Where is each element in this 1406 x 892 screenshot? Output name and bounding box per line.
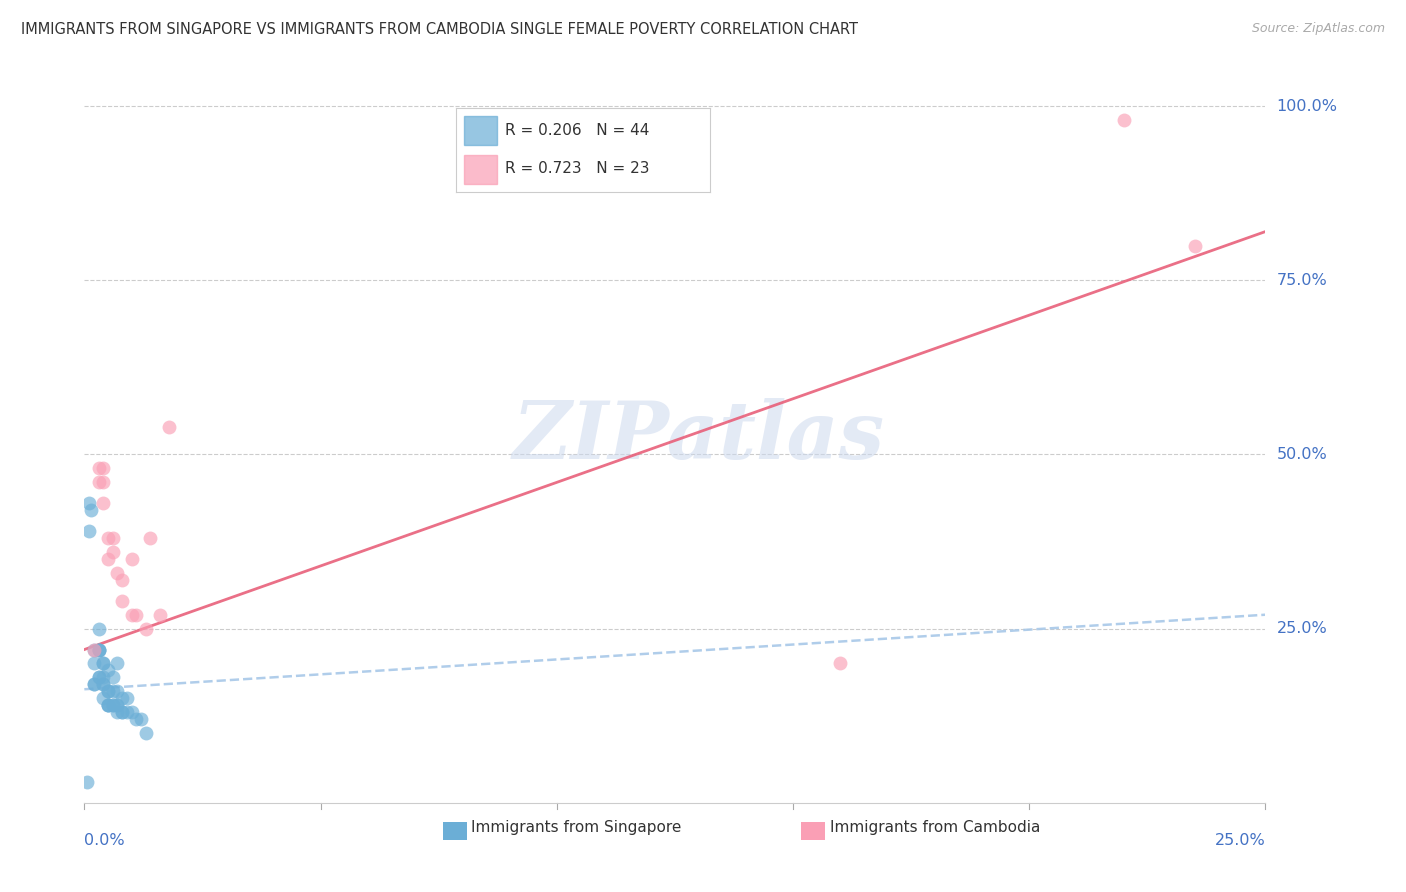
Text: Source: ZipAtlas.com: Source: ZipAtlas.com <box>1251 22 1385 36</box>
Point <box>139 531 162 545</box>
Point <box>83 642 105 657</box>
Point <box>80 503 103 517</box>
Point <box>157 419 180 434</box>
Point <box>87 642 110 657</box>
Point <box>101 670 124 684</box>
Text: R = 0.206   N = 44: R = 0.206 N = 44 <box>505 123 650 138</box>
Point <box>149 607 172 622</box>
Point <box>91 461 114 475</box>
Text: IMMIGRANTS FROM SINGAPORE VS IMMIGRANTS FROM CAMBODIA SINGLE FEMALE POVERTY CORR: IMMIGRANTS FROM SINGAPORE VS IMMIGRANTS … <box>21 22 858 37</box>
Text: ZIPatlas: ZIPatlas <box>512 399 884 475</box>
Point <box>97 552 120 566</box>
Point <box>87 461 110 475</box>
Point <box>87 670 110 684</box>
Point <box>91 475 114 490</box>
Text: R = 0.723   N = 23: R = 0.723 N = 23 <box>505 161 650 176</box>
Point <box>87 642 110 657</box>
Point <box>1112 113 1135 128</box>
Point <box>97 531 120 545</box>
Bar <box>464 155 496 184</box>
Point <box>97 664 120 678</box>
Text: 25.0%: 25.0% <box>1277 621 1327 636</box>
Point <box>101 545 124 559</box>
Point <box>125 712 148 726</box>
Point <box>87 642 110 657</box>
Point <box>1184 238 1206 252</box>
Point <box>91 657 114 671</box>
Point <box>97 698 120 713</box>
Point <box>91 670 114 684</box>
Point <box>83 677 105 691</box>
Text: 100.0%: 100.0% <box>1277 99 1337 113</box>
Point <box>107 698 129 713</box>
Point <box>135 726 157 740</box>
Point <box>121 607 143 622</box>
Bar <box>464 116 496 145</box>
Point <box>107 684 129 698</box>
Point <box>87 475 110 490</box>
Point <box>111 573 134 587</box>
Point <box>125 607 148 622</box>
Point <box>97 684 120 698</box>
Point <box>121 552 143 566</box>
Point <box>111 594 134 608</box>
Point <box>107 566 129 580</box>
Point <box>77 524 100 538</box>
Point <box>91 691 114 706</box>
Point <box>101 698 124 713</box>
Point <box>111 691 134 706</box>
Point <box>111 705 134 719</box>
Point <box>97 684 120 698</box>
Point <box>97 698 120 713</box>
Point <box>101 531 124 545</box>
Point <box>129 712 152 726</box>
Point <box>111 705 134 719</box>
Text: Immigrants from Cambodia: Immigrants from Cambodia <box>830 821 1040 835</box>
Point <box>107 705 129 719</box>
Point <box>135 622 157 636</box>
Point <box>83 657 105 671</box>
Point <box>97 698 120 713</box>
Point <box>107 698 129 713</box>
Point <box>830 657 852 671</box>
Point <box>87 622 110 636</box>
Text: 50.0%: 50.0% <box>1277 447 1327 462</box>
Point <box>101 698 124 713</box>
Point <box>77 496 100 510</box>
Point <box>115 705 138 719</box>
Point <box>76 775 98 789</box>
Point <box>91 677 114 691</box>
Point <box>121 705 143 719</box>
Text: 0.0%: 0.0% <box>84 833 125 848</box>
Text: 25.0%: 25.0% <box>1215 833 1265 848</box>
Point <box>115 691 138 706</box>
Point <box>83 677 105 691</box>
Point <box>91 677 114 691</box>
Point <box>87 670 110 684</box>
Point <box>107 657 129 671</box>
Point <box>91 496 114 510</box>
Point <box>91 657 114 671</box>
Text: 75.0%: 75.0% <box>1277 273 1327 288</box>
Point <box>83 642 105 657</box>
Text: Immigrants from Singapore: Immigrants from Singapore <box>471 821 682 835</box>
Point <box>101 684 124 698</box>
